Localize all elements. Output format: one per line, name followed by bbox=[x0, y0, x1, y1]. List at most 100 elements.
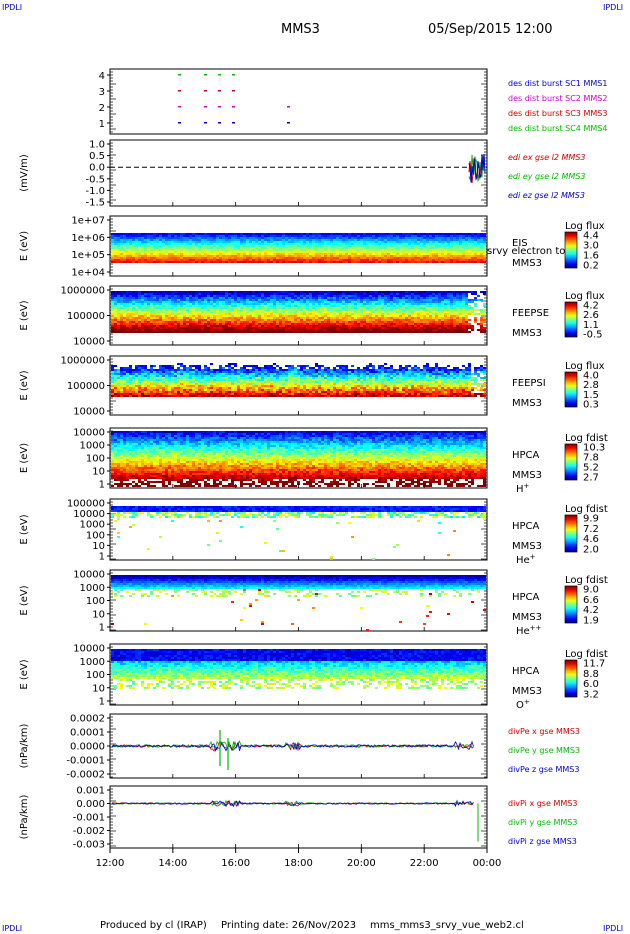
spectrogram-cell bbox=[153, 253, 156, 255]
spectrogram-cell bbox=[117, 257, 120, 259]
spectrogram-cell bbox=[180, 329, 183, 331]
spectrogram-cell bbox=[246, 311, 249, 313]
spectrogram-cell bbox=[363, 307, 366, 309]
spectrogram-cell bbox=[201, 319, 204, 321]
spectrogram-cell bbox=[351, 319, 354, 321]
ylabel: E (eV) bbox=[19, 231, 30, 261]
spectrogram-cell bbox=[240, 241, 243, 243]
spectrogram-cell bbox=[297, 261, 300, 263]
spectrogram-cell bbox=[210, 315, 213, 317]
spectrogram-cell bbox=[207, 309, 210, 311]
spectrogram-cell bbox=[321, 329, 324, 331]
spectrogram-cell bbox=[237, 319, 240, 321]
spectrogram-cell bbox=[204, 297, 207, 299]
spectrogram-cell bbox=[339, 319, 342, 321]
spectrogram-cell bbox=[222, 241, 225, 243]
spectrogram-cell bbox=[165, 325, 168, 327]
spectrogram-cell bbox=[432, 235, 435, 237]
spectrogram-cell bbox=[378, 241, 381, 243]
spectrogram-cell bbox=[204, 251, 207, 253]
spectrogram-cell bbox=[405, 305, 408, 307]
spectrogram-cell bbox=[276, 299, 279, 301]
spectrogram-cell bbox=[270, 297, 273, 299]
spectrogram-cell bbox=[129, 323, 132, 325]
spectrogram-cell bbox=[171, 257, 174, 259]
spectrogram-cell bbox=[345, 245, 348, 247]
spectrogram-cell bbox=[480, 255, 483, 257]
spectrogram-cell bbox=[123, 379, 126, 381]
spectrogram-cell bbox=[159, 313, 162, 315]
spectrogram-cell bbox=[423, 239, 426, 241]
spectrogram-cell bbox=[150, 255, 153, 257]
spectrogram-cell bbox=[309, 307, 312, 309]
spectrogram-cell bbox=[150, 257, 153, 259]
spectrogram-cell bbox=[138, 255, 141, 257]
series-line bbox=[468, 154, 486, 183]
spectrogram-cell bbox=[225, 291, 228, 293]
ytick-label: -0.003 bbox=[73, 840, 105, 851]
spectrogram-cell bbox=[453, 293, 456, 295]
spectrogram-cell bbox=[456, 293, 459, 295]
spectrogram-cell bbox=[450, 245, 453, 247]
spectrogram-cell bbox=[234, 317, 237, 319]
spectrogram-cell bbox=[117, 301, 120, 303]
spectrogram-cell bbox=[261, 303, 264, 305]
spectrogram-cell bbox=[129, 379, 132, 381]
spectrogram-cell bbox=[366, 327, 369, 329]
spectrogram-cell bbox=[369, 321, 372, 323]
spectrogram-cell bbox=[285, 251, 288, 253]
spectrogram-cell bbox=[309, 323, 312, 325]
spectrogram-cell bbox=[330, 331, 333, 333]
spectrogram-cell bbox=[432, 293, 435, 295]
spectrogram-cell bbox=[423, 297, 426, 299]
spectrogram-cell bbox=[369, 309, 372, 311]
spectrogram-cell bbox=[150, 291, 153, 293]
burst-mark bbox=[218, 106, 221, 108]
spectrogram-cell bbox=[111, 375, 114, 377]
spectrogram-cell bbox=[225, 309, 228, 311]
spectrogram-cell bbox=[321, 253, 324, 255]
spectrogram-cell bbox=[327, 249, 330, 251]
spectrogram-cell bbox=[156, 243, 159, 245]
spectrogram-cell bbox=[405, 233, 408, 235]
spectrogram-cell bbox=[360, 247, 363, 249]
spectrogram-cell bbox=[336, 291, 339, 293]
spectrogram-cell bbox=[411, 233, 414, 235]
spectrogram-cell bbox=[162, 257, 165, 259]
spectrogram-cell bbox=[288, 249, 291, 251]
spectrogram-cell bbox=[465, 299, 468, 301]
spectrogram-cell bbox=[282, 311, 285, 313]
burst-mark bbox=[218, 74, 221, 76]
spectrogram-cell bbox=[420, 243, 423, 245]
spectrogram-cell bbox=[249, 311, 252, 313]
spectrogram-cell bbox=[303, 309, 306, 311]
spectrogram-cell bbox=[216, 321, 219, 323]
spectrogram-cell bbox=[141, 315, 144, 317]
spectrogram-cell bbox=[165, 251, 168, 253]
spectrogram-cell bbox=[219, 233, 222, 235]
spectrogram-cell bbox=[216, 315, 219, 317]
spectrogram-cell bbox=[360, 309, 363, 311]
spectrogram-cell bbox=[423, 311, 426, 313]
spectrogram-cell bbox=[141, 261, 144, 263]
spectrogram-cell bbox=[420, 313, 423, 315]
spectrogram-cell bbox=[333, 239, 336, 241]
spectrogram-cell bbox=[156, 313, 159, 315]
spectrogram-cell bbox=[354, 327, 357, 329]
spectrogram-cell bbox=[402, 327, 405, 329]
spectrogram-cell bbox=[198, 319, 201, 321]
spectrogram-cell bbox=[474, 255, 477, 257]
spectrogram-cell bbox=[330, 313, 333, 315]
spectrogram-cell bbox=[429, 297, 432, 299]
spectrogram-cell bbox=[216, 297, 219, 299]
spectrogram-cell bbox=[378, 249, 381, 251]
spectrogram-cell bbox=[126, 313, 129, 315]
spectrogram-cell bbox=[207, 317, 210, 319]
spectrogram-cell bbox=[126, 243, 129, 245]
spectrogram-cell bbox=[255, 293, 258, 295]
spectrogram-cell bbox=[117, 233, 120, 235]
spectrogram-cell bbox=[255, 245, 258, 247]
spectrogram-cell bbox=[378, 307, 381, 309]
spectrogram-cell bbox=[471, 249, 474, 251]
spectrogram-cell bbox=[330, 319, 333, 321]
